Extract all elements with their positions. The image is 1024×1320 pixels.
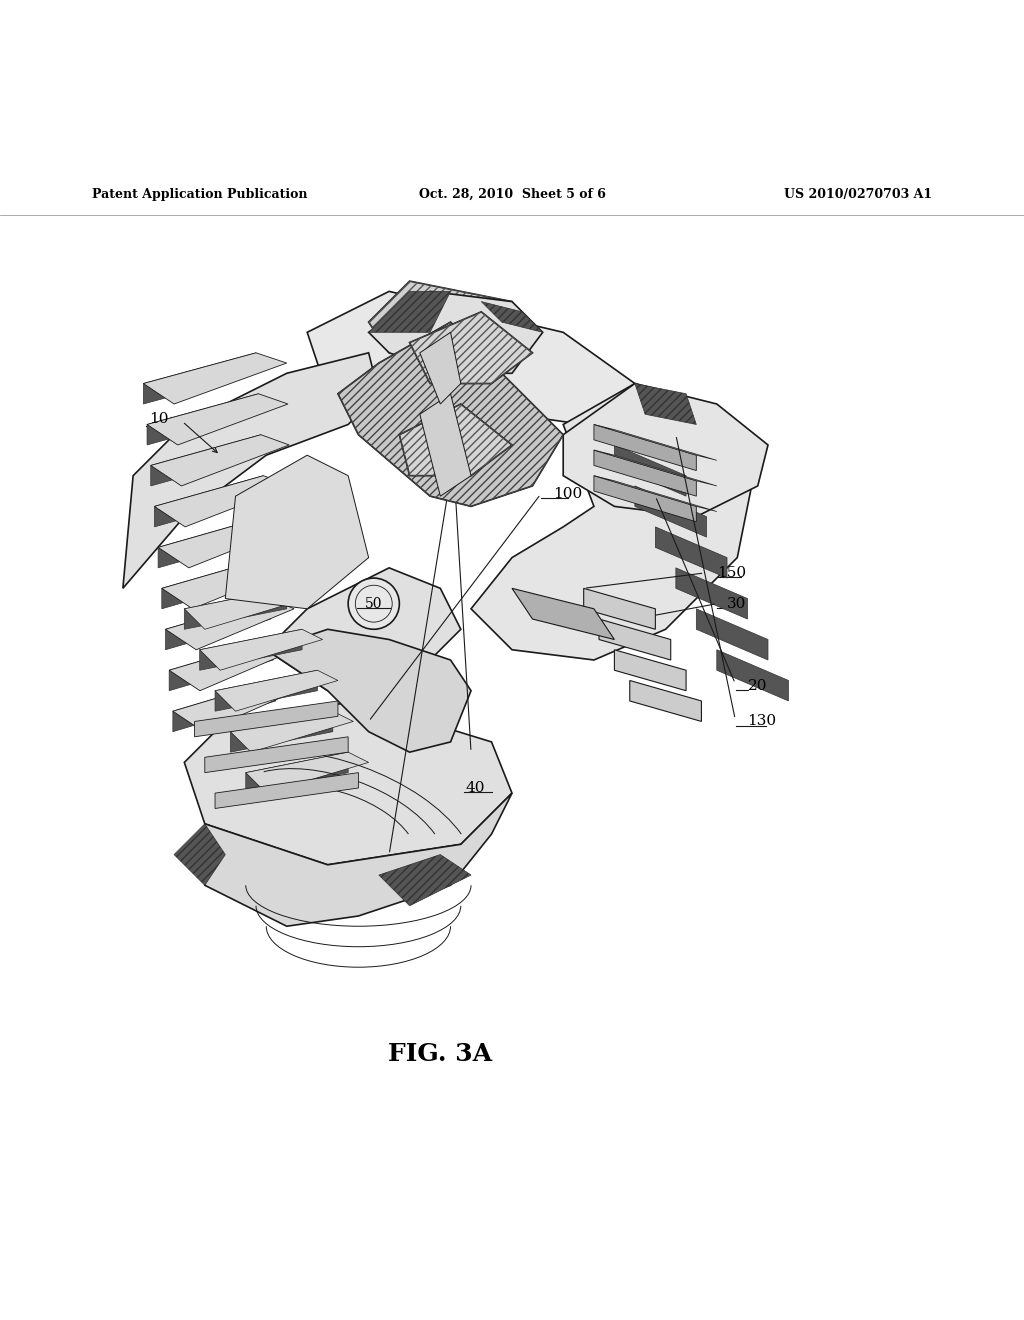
Polygon shape bbox=[369, 281, 532, 363]
Text: 150: 150 bbox=[717, 566, 745, 579]
Text: 10: 10 bbox=[148, 412, 169, 426]
Polygon shape bbox=[594, 475, 696, 521]
Polygon shape bbox=[307, 292, 635, 425]
Polygon shape bbox=[338, 322, 563, 507]
Polygon shape bbox=[614, 649, 686, 690]
Text: 30: 30 bbox=[727, 597, 746, 611]
Polygon shape bbox=[481, 301, 543, 333]
Polygon shape bbox=[205, 793, 512, 927]
Polygon shape bbox=[266, 630, 471, 752]
Polygon shape bbox=[169, 639, 273, 690]
Polygon shape bbox=[512, 589, 614, 639]
Polygon shape bbox=[246, 752, 369, 793]
Polygon shape bbox=[173, 681, 297, 731]
Text: 50: 50 bbox=[365, 597, 383, 611]
Text: Patent Application Publication: Patent Application Publication bbox=[92, 187, 307, 201]
Polygon shape bbox=[420, 393, 471, 496]
Polygon shape bbox=[162, 557, 268, 609]
Polygon shape bbox=[173, 681, 275, 731]
Polygon shape bbox=[155, 475, 263, 527]
Polygon shape bbox=[594, 425, 717, 461]
Polygon shape bbox=[599, 619, 671, 660]
Text: US 2010/0270703 A1: US 2010/0270703 A1 bbox=[783, 187, 932, 201]
Polygon shape bbox=[630, 681, 701, 722]
Polygon shape bbox=[205, 737, 348, 772]
Polygon shape bbox=[151, 434, 261, 486]
Polygon shape bbox=[166, 598, 270, 649]
Polygon shape bbox=[147, 393, 258, 445]
Polygon shape bbox=[594, 450, 696, 496]
Polygon shape bbox=[200, 630, 302, 671]
Text: 130: 130 bbox=[748, 714, 776, 729]
Polygon shape bbox=[420, 333, 461, 404]
Polygon shape bbox=[166, 598, 294, 649]
Polygon shape bbox=[369, 292, 543, 374]
Text: 100: 100 bbox=[553, 487, 583, 502]
Polygon shape bbox=[184, 701, 512, 865]
Polygon shape bbox=[563, 384, 768, 516]
Polygon shape bbox=[162, 557, 293, 609]
Text: FIG. 3A: FIG. 3A bbox=[388, 1043, 493, 1067]
Text: Oct. 28, 2010  Sheet 5 of 6: Oct. 28, 2010 Sheet 5 of 6 bbox=[419, 187, 605, 201]
Polygon shape bbox=[151, 434, 289, 486]
Text: 20: 20 bbox=[748, 678, 767, 693]
Polygon shape bbox=[594, 450, 717, 486]
Polygon shape bbox=[215, 772, 358, 808]
Polygon shape bbox=[410, 312, 532, 384]
Polygon shape bbox=[215, 671, 338, 711]
Polygon shape bbox=[266, 568, 461, 690]
Polygon shape bbox=[200, 630, 323, 671]
Polygon shape bbox=[635, 486, 707, 537]
Polygon shape bbox=[635, 384, 696, 425]
Circle shape bbox=[348, 578, 399, 630]
Polygon shape bbox=[655, 527, 727, 578]
Polygon shape bbox=[184, 589, 307, 630]
Polygon shape bbox=[143, 352, 287, 404]
Polygon shape bbox=[369, 292, 451, 333]
Polygon shape bbox=[717, 649, 788, 701]
Polygon shape bbox=[471, 384, 758, 660]
Polygon shape bbox=[169, 639, 295, 690]
Polygon shape bbox=[614, 445, 686, 496]
Text: 40: 40 bbox=[466, 781, 485, 795]
Polygon shape bbox=[143, 352, 256, 404]
Polygon shape bbox=[676, 568, 748, 619]
Polygon shape bbox=[225, 455, 369, 609]
Polygon shape bbox=[379, 854, 471, 906]
Polygon shape bbox=[594, 425, 696, 470]
Polygon shape bbox=[399, 404, 512, 475]
Polygon shape bbox=[230, 711, 353, 752]
Text: 70: 70 bbox=[466, 438, 485, 451]
Polygon shape bbox=[155, 475, 291, 527]
Polygon shape bbox=[594, 475, 717, 512]
Polygon shape bbox=[123, 352, 379, 589]
Polygon shape bbox=[184, 589, 287, 630]
Polygon shape bbox=[158, 516, 266, 568]
Polygon shape bbox=[195, 701, 338, 737]
Polygon shape bbox=[696, 609, 768, 660]
Polygon shape bbox=[147, 393, 288, 445]
Polygon shape bbox=[246, 752, 348, 793]
Polygon shape bbox=[584, 589, 655, 630]
Polygon shape bbox=[158, 516, 292, 568]
Polygon shape bbox=[215, 671, 317, 711]
Polygon shape bbox=[174, 824, 225, 886]
Polygon shape bbox=[230, 711, 333, 752]
